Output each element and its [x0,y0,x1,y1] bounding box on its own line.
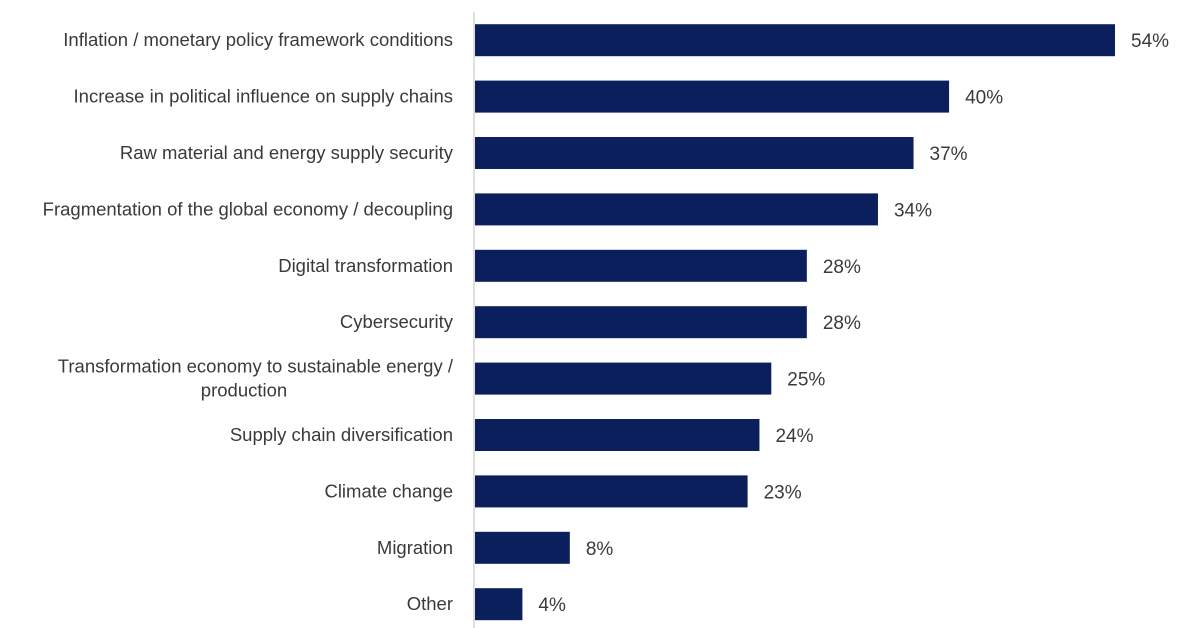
category-label-7-line-2: production [201,380,287,401]
category-label-2: Increase in political influence on suppl… [74,86,453,107]
bars-group [475,24,1115,621]
category-label-5: Digital transformation [278,255,453,276]
category-label-1: Inflation / monetary policy framework co… [63,29,453,50]
category-labels-group: Inflation / monetary policy framework co… [43,29,454,614]
bar-5 [475,249,807,282]
bar-7 [475,362,772,395]
category-label-3: Raw material and energy supply security [120,142,454,163]
value-label-7: 25% [787,370,825,391]
category-label-4: Fragmentation of the global economy / de… [43,198,453,219]
value-label-10: 8% [586,539,614,560]
bar-1 [475,24,1115,57]
bar-3 [475,137,914,169]
value-labels-group: 54% 40% 37% 34% 28% 28% 25% 24% 23% 8% 4% [538,31,1169,616]
category-label-6: Cybersecurity [340,311,454,332]
value-label-11: 4% [538,595,566,616]
bar-6 [475,306,807,339]
bar-2 [475,80,950,113]
category-label-9: Climate change [324,480,453,501]
category-label-8: Supply chain diversification [230,424,453,445]
category-label-7-line-1: Transformation economy to sustainable en… [58,356,454,377]
bar-8 [475,419,760,451]
value-label-1: 54% [1131,31,1169,52]
value-label-4: 34% [894,200,932,221]
bar-9 [475,475,748,508]
value-label-9: 23% [764,482,802,503]
bar-4 [475,193,878,226]
value-label-5: 28% [823,257,861,278]
bar-10 [475,531,570,564]
bar-11 [475,588,523,621]
category-label-11: Other [407,593,453,614]
category-label-10: Migration [377,537,453,558]
value-label-3: 37% [930,144,968,165]
value-label-2: 40% [965,88,1003,109]
value-label-6: 28% [823,313,861,334]
value-label-8: 24% [775,426,813,447]
